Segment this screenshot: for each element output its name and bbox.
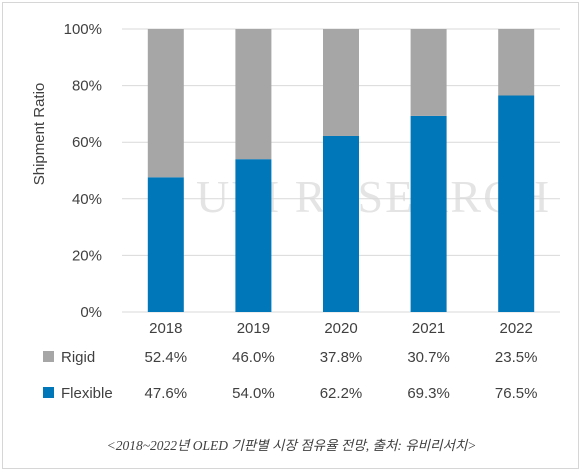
x-axis-ticks: 2018 2019 2020 2021 2022 [149, 320, 533, 337]
table-cell-flexible: 62.2% [320, 385, 363, 402]
y-tick-label: 100% [64, 21, 102, 38]
table-cell-flexible: 69.3% [407, 385, 450, 402]
x-tick-label: 2021 [412, 320, 445, 337]
y-tick-label: 0% [80, 304, 102, 321]
y-axis-label: Shipment Ratio [31, 83, 48, 186]
x-tick-label: 2019 [237, 320, 270, 337]
legend-swatch-flexible [43, 387, 54, 398]
bar-rigid-2021 [410, 29, 447, 116]
y-tick-label: 60% [72, 134, 102, 151]
bar-flexible-2022 [498, 95, 535, 312]
figure-caption: <2018~2022년 OLED 기판별 시장 점유율 전망, 출처: 유비리서… [106, 438, 477, 453]
bar-flexible-2018 [147, 177, 184, 312]
y-axis-ticks: 0% 20% 40% 60% 80% 100% [64, 21, 102, 321]
y-tick-label: 40% [72, 191, 102, 208]
table-cell-rigid: 30.7% [407, 349, 450, 366]
legend-label-rigid: Rigid [61, 349, 95, 366]
bar-flexible-2020 [323, 135, 359, 312]
bar-flexible-2021 [410, 115, 447, 312]
x-tick-label: 2022 [500, 320, 533, 337]
y-tick-label: 20% [72, 247, 102, 264]
chart-frame [2, 2, 579, 469]
table-cell-rigid: 52.4% [145, 349, 188, 366]
legend-swatch-rigid [43, 351, 54, 362]
table-cell-rigid: 23.5% [495, 349, 538, 366]
bar-rigid-2018 [147, 29, 184, 178]
bar-rigid-2019 [235, 29, 272, 160]
table-cell-rigid: 37.8% [320, 349, 363, 366]
table-cell-flexible: 54.0% [232, 385, 275, 402]
bar-rigid-2020 [323, 29, 359, 136]
table-cell-flexible: 76.5% [495, 385, 538, 402]
x-tick-label: 2020 [324, 320, 357, 337]
bars [147, 29, 535, 312]
bar-rigid-2022 [498, 29, 535, 96]
x-tick-label: 2018 [149, 320, 182, 337]
bar-flexible-2019 [235, 159, 272, 312]
table-cell-rigid: 46.0% [232, 349, 275, 366]
y-tick-label: 80% [72, 78, 102, 95]
table-cell-flexible: 47.6% [145, 385, 188, 402]
legend-label-flexible: Flexible [61, 385, 113, 402]
data-table: Rigid 52.4% 46.0% 37.8% 30.7% 23.5% Flexible 47… [43, 349, 537, 402]
